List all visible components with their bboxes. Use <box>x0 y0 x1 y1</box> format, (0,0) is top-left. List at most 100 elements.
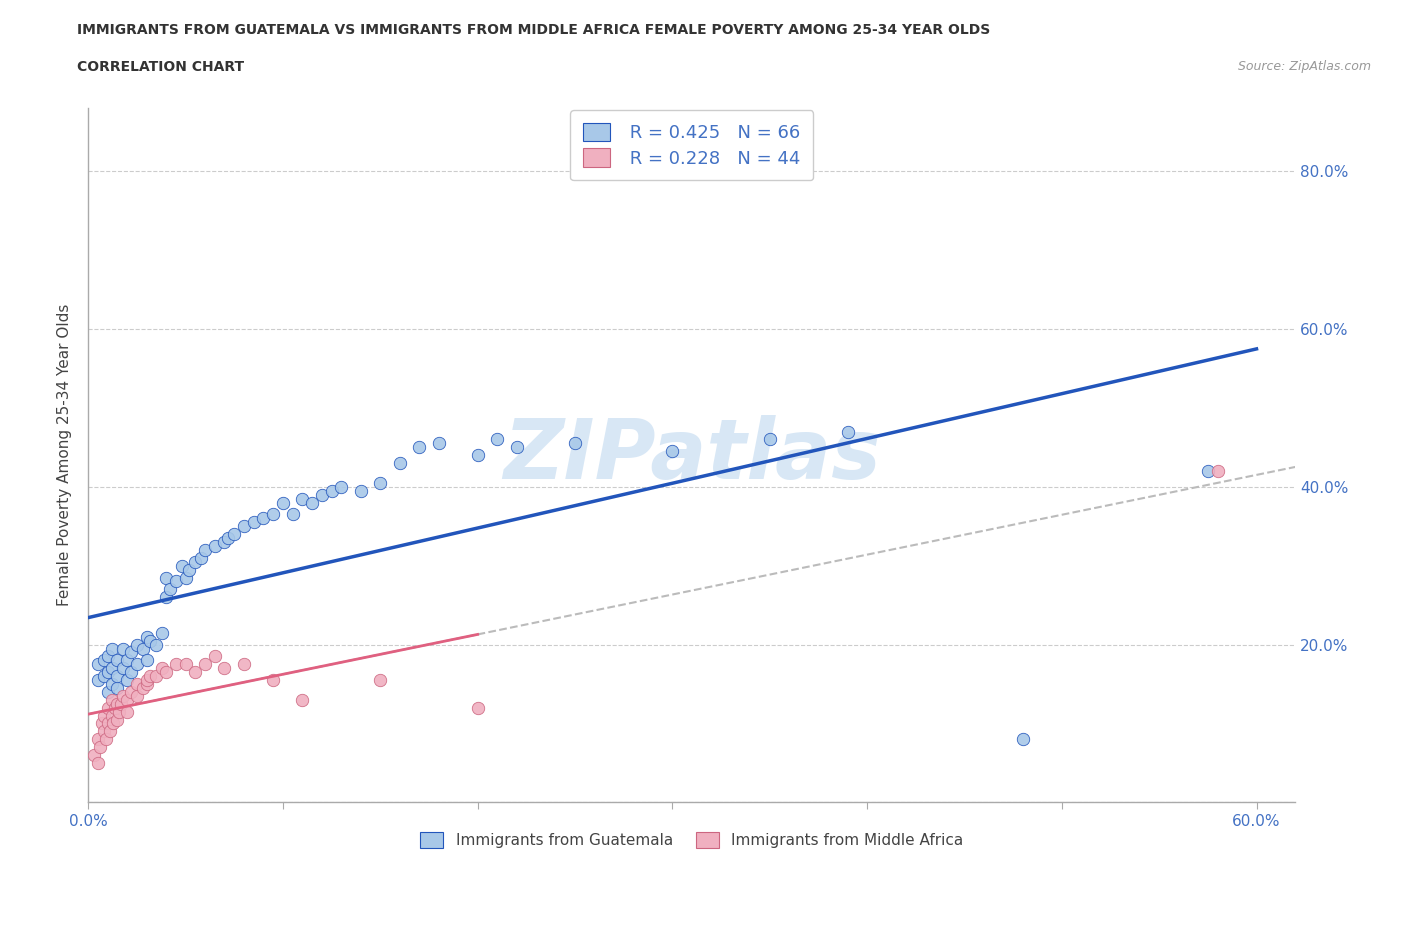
Point <box>1197 463 1219 478</box>
Point <box>204 649 226 664</box>
Point <box>131 681 153 696</box>
Point <box>165 657 187 671</box>
Point <box>281 507 304 522</box>
Point <box>93 724 115 738</box>
Point <box>120 665 142 680</box>
Point <box>224 526 246 541</box>
Point <box>110 697 132 711</box>
Point <box>214 661 236 676</box>
Point <box>104 700 127 715</box>
Point <box>105 653 128 668</box>
Point <box>135 653 157 668</box>
Point <box>120 684 142 699</box>
Point <box>97 716 120 731</box>
Point <box>115 692 138 707</box>
Point <box>87 657 110 671</box>
Point <box>155 590 177 604</box>
Point <box>94 732 117 747</box>
Point <box>350 484 373 498</box>
Point <box>262 507 284 522</box>
Point <box>214 535 236 550</box>
Point <box>837 424 859 439</box>
Point <box>135 677 157 692</box>
Point <box>105 669 128 684</box>
Point <box>115 672 138 687</box>
Point <box>100 661 122 676</box>
Text: Source: ZipAtlas.com: Source: ZipAtlas.com <box>1237 60 1371 73</box>
Point <box>97 665 120 680</box>
Text: ZIPatlas: ZIPatlas <box>503 415 880 496</box>
Point <box>661 444 683 458</box>
Point <box>194 657 217 671</box>
Point <box>87 732 110 747</box>
Point <box>87 672 110 687</box>
Point <box>232 657 254 671</box>
Point <box>105 697 128 711</box>
Point <box>174 657 197 671</box>
Text: IMMIGRANTS FROM GUATEMALA VS IMMIGRANTS FROM MIDDLE AFRICA FEMALE POVERTY AMONG : IMMIGRANTS FROM GUATEMALA VS IMMIGRANTS … <box>77 23 991 37</box>
Point <box>112 641 135 656</box>
Point <box>97 700 120 715</box>
Point <box>100 708 122 723</box>
Point <box>1011 732 1033 747</box>
Point <box>115 704 138 719</box>
Point <box>368 475 391 490</box>
Point <box>291 692 314 707</box>
Point <box>125 637 148 652</box>
Point <box>486 432 509 446</box>
Point <box>108 704 131 719</box>
Point <box>131 641 153 656</box>
Legend: Immigrants from Guatemala, Immigrants from Middle Africa: Immigrants from Guatemala, Immigrants fr… <box>412 823 973 857</box>
Point <box>155 665 177 680</box>
Point <box>184 554 207 569</box>
Point <box>758 432 780 446</box>
Point <box>135 672 157 687</box>
Point <box>103 716 125 731</box>
Point <box>408 440 430 455</box>
Point <box>242 515 264 530</box>
Point <box>97 684 120 699</box>
Point <box>252 511 274 525</box>
Point <box>170 558 193 573</box>
Text: CORRELATION CHART: CORRELATION CHART <box>77 60 245 74</box>
Y-axis label: Female Poverty Among 25-34 Year Olds: Female Poverty Among 25-34 Year Olds <box>58 304 72 606</box>
Point <box>184 665 207 680</box>
Point <box>330 479 353 494</box>
Point <box>262 672 284 687</box>
Point <box>98 724 121 738</box>
Point <box>125 677 148 692</box>
Point <box>90 716 112 731</box>
Point <box>1206 463 1229 478</box>
Point <box>105 681 128 696</box>
Point <box>145 669 167 684</box>
Point <box>100 677 122 692</box>
Point <box>97 649 120 664</box>
Point <box>467 447 489 462</box>
Point <box>150 661 173 676</box>
Point <box>190 551 212 565</box>
Point <box>150 625 173 640</box>
Point <box>105 712 128 727</box>
Point <box>311 487 333 502</box>
Point <box>125 688 148 703</box>
Point <box>115 653 138 668</box>
Point <box>87 755 110 770</box>
Point <box>232 519 254 534</box>
Point <box>467 700 489 715</box>
Point <box>217 531 239 546</box>
Point <box>112 688 135 703</box>
Point <box>145 637 167 652</box>
Point <box>93 669 115 684</box>
Point <box>204 538 226 553</box>
Point <box>505 440 527 455</box>
Point <box>125 657 148 671</box>
Point <box>321 484 343 498</box>
Point <box>291 491 314 506</box>
Point <box>368 672 391 687</box>
Point <box>93 708 115 723</box>
Point <box>159 582 181 597</box>
Point <box>89 739 111 754</box>
Point <box>139 633 162 648</box>
Point <box>564 436 586 451</box>
Point <box>155 570 177 585</box>
